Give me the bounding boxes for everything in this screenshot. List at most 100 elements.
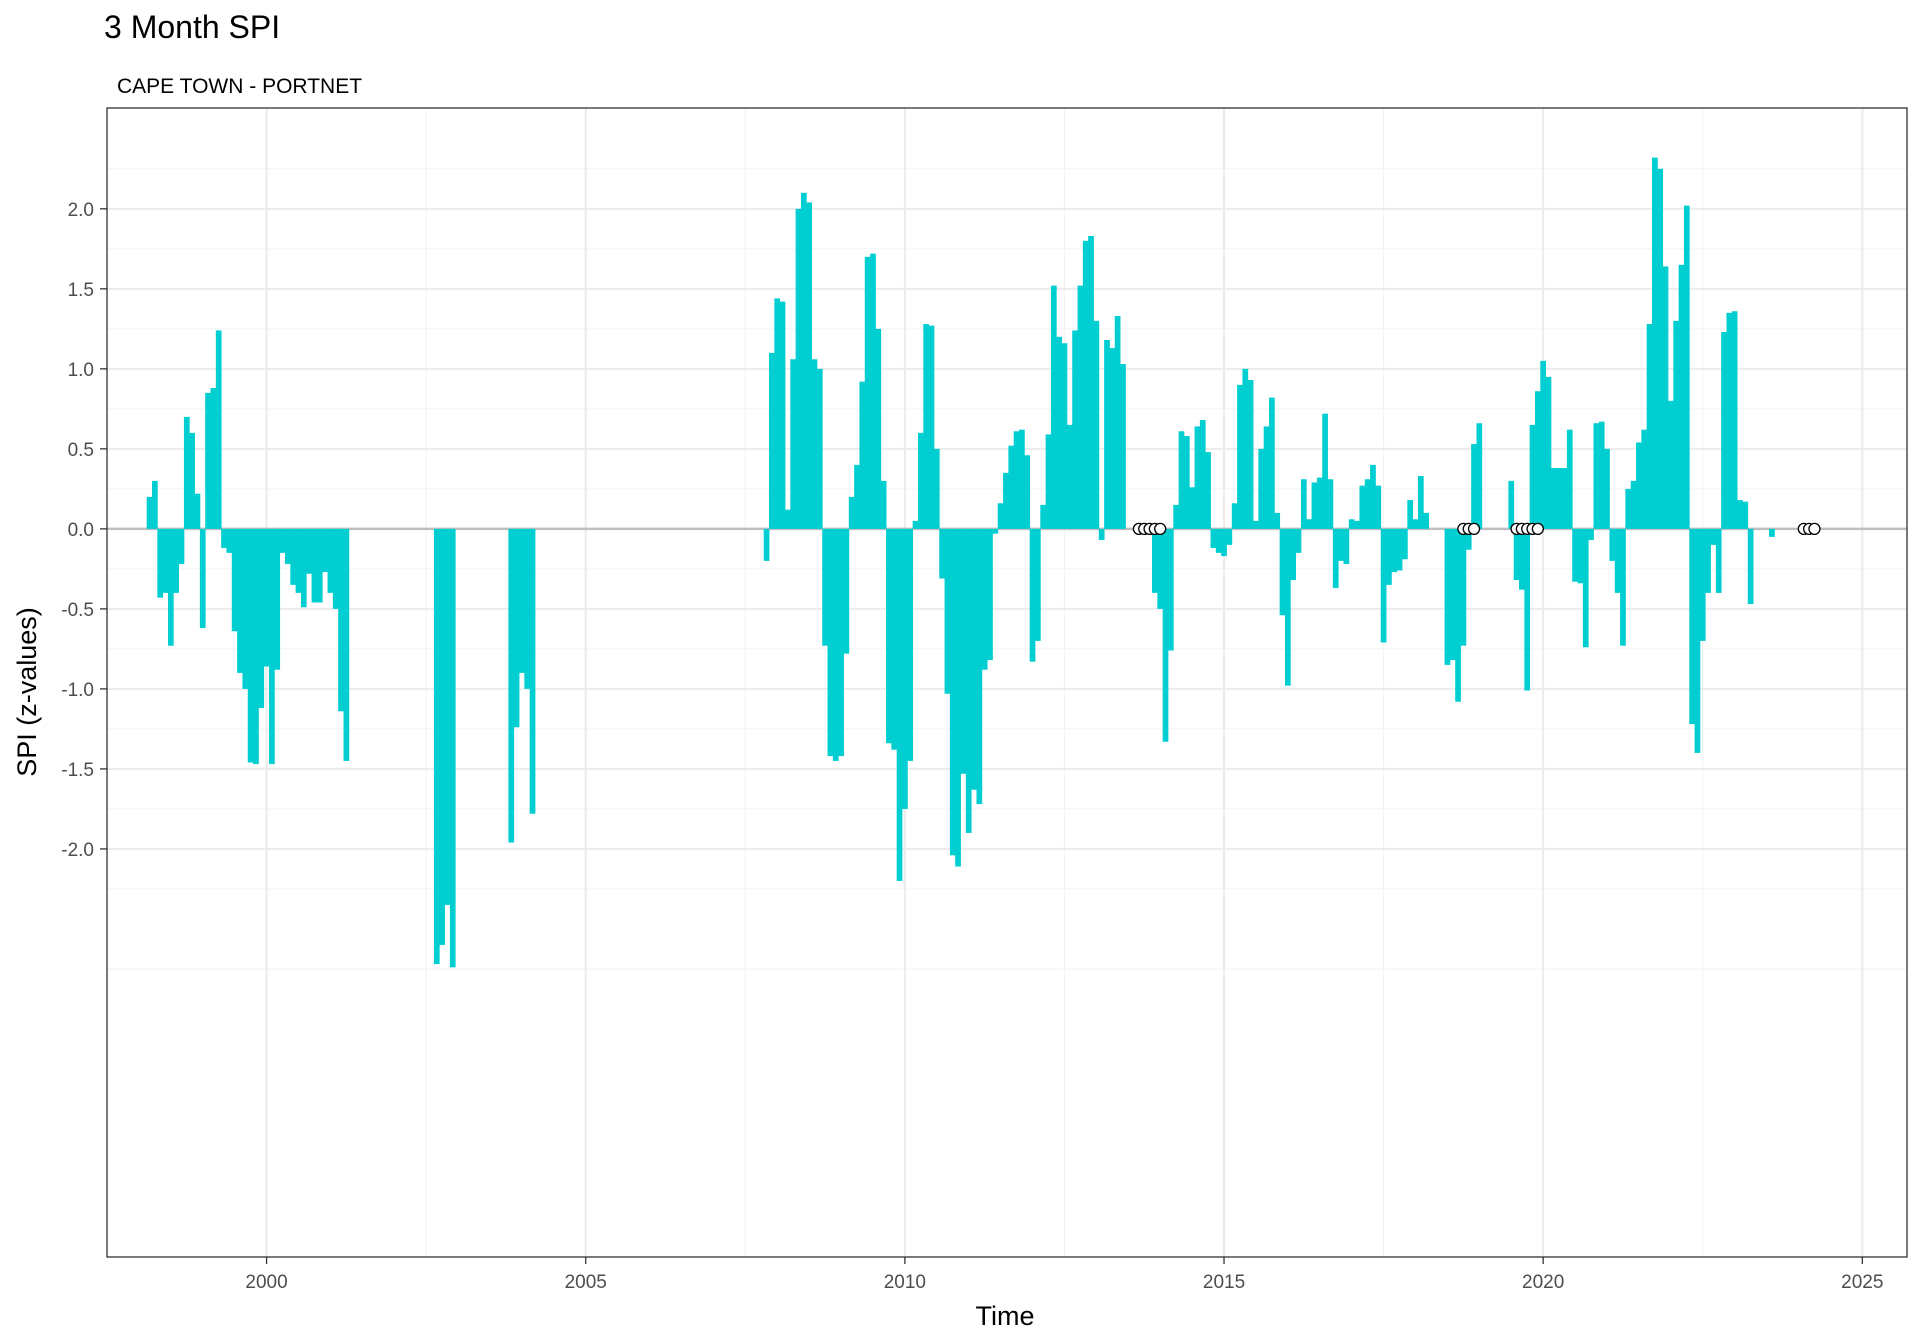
spi-bar bbox=[1034, 528, 1041, 641]
spi-bar bbox=[1370, 464, 1376, 529]
spi-bar bbox=[210, 388, 217, 529]
spi-bar bbox=[221, 528, 227, 549]
spi-bar bbox=[1008, 445, 1015, 529]
spi-bar bbox=[327, 528, 334, 593]
spi-bar bbox=[237, 528, 243, 673]
spi-bar bbox=[274, 528, 281, 670]
spi-bar bbox=[1455, 528, 1461, 702]
spi-bar bbox=[992, 528, 999, 534]
spi-bar bbox=[1577, 528, 1584, 584]
spi-bar bbox=[439, 528, 445, 945]
spi-bar bbox=[338, 528, 344, 712]
spi-bar bbox=[1157, 528, 1164, 609]
spi-bar bbox=[263, 528, 270, 667]
x-tick-label: 2015 bbox=[1203, 1272, 1245, 1293]
major-grid bbox=[107, 108, 1907, 1257]
spi-bar bbox=[1476, 423, 1483, 529]
spi-bar bbox=[524, 528, 531, 689]
spi-bar bbox=[1178, 431, 1185, 529]
spi-bar bbox=[1274, 512, 1281, 529]
spi-bar bbox=[1152, 528, 1158, 593]
y-tick-label: 0.5 bbox=[68, 440, 94, 461]
spi-bar bbox=[784, 509, 791, 529]
spi-bar bbox=[183, 416, 190, 529]
spi-bar bbox=[843, 528, 850, 654]
x-tick-label: 2005 bbox=[565, 1272, 607, 1293]
spi-bar bbox=[1588, 528, 1594, 541]
spi-bar bbox=[1316, 477, 1323, 529]
spi-bar bbox=[513, 528, 520, 728]
spi-bar bbox=[886, 528, 892, 744]
y-tick-label: -2.0 bbox=[61, 840, 94, 861]
spi-bar bbox=[1359, 485, 1366, 529]
spi-bar bbox=[1003, 472, 1009, 529]
spi-bar bbox=[917, 432, 924, 529]
spi-bar bbox=[1082, 240, 1089, 529]
spi-bar bbox=[955, 528, 961, 867]
spi-bar bbox=[1604, 448, 1610, 529]
spi-bar bbox=[231, 528, 238, 632]
spi-bar bbox=[870, 253, 876, 529]
spi-bar bbox=[1508, 480, 1515, 529]
spi-bar bbox=[1327, 479, 1334, 529]
missing-marker bbox=[1808, 522, 1821, 536]
spi-bar bbox=[1620, 528, 1626, 646]
spi-bar bbox=[1247, 380, 1254, 529]
missing-value-markers bbox=[1132, 522, 1821, 536]
x-tick-label: 2010 bbox=[884, 1272, 926, 1293]
spi-bar bbox=[247, 528, 254, 763]
spi-bar bbox=[269, 528, 275, 765]
spi-bar bbox=[1742, 501, 1749, 529]
spi-bar bbox=[838, 528, 844, 757]
spi-bar bbox=[1636, 442, 1642, 529]
spi-bar bbox=[226, 528, 233, 553]
spi-bar bbox=[1332, 528, 1339, 589]
spi-bar bbox=[1614, 528, 1621, 593]
spi-bar bbox=[1465, 528, 1472, 550]
spi-bar bbox=[902, 528, 908, 809]
spi-bar bbox=[1715, 528, 1722, 593]
missing-marker bbox=[1467, 522, 1481, 536]
spi-bar bbox=[1625, 488, 1632, 529]
spi-bar bbox=[1534, 391, 1541, 529]
spi-bar bbox=[1300, 479, 1307, 529]
spi-bar bbox=[1524, 528, 1531, 691]
spi-bar bbox=[763, 528, 770, 561]
spi-bar bbox=[1072, 330, 1078, 529]
spi-bar bbox=[284, 528, 291, 565]
spi-bar bbox=[1279, 528, 1286, 616]
spi-bar bbox=[157, 528, 164, 598]
spi-bar bbox=[981, 528, 988, 670]
spi-bar bbox=[1114, 316, 1121, 529]
spi-bar bbox=[976, 528, 983, 805]
y-tick-label: 0.0 bbox=[68, 520, 94, 541]
spi-bar bbox=[960, 528, 967, 774]
chart-title: 3 Month SPI bbox=[104, 9, 280, 45]
spi-bar bbox=[1556, 468, 1562, 529]
missing-marker bbox=[1531, 522, 1544, 536]
spi-bar bbox=[987, 528, 993, 661]
spi-bar bbox=[1019, 429, 1025, 529]
spi-bar bbox=[1550, 468, 1557, 529]
spi-bar bbox=[1354, 520, 1360, 529]
spi-bar bbox=[1061, 343, 1068, 529]
plot-panel bbox=[107, 108, 1907, 1257]
spi-bar bbox=[1747, 528, 1754, 605]
chart-subtitle: CAPE TOWN - PORTNET bbox=[117, 75, 362, 98]
spi-bar bbox=[1269, 397, 1275, 529]
spi-bar bbox=[1173, 504, 1180, 529]
spi-bar bbox=[1375, 485, 1382, 529]
spi-bar bbox=[1093, 320, 1100, 529]
spi-bar bbox=[1226, 528, 1233, 545]
spi-bar bbox=[1609, 528, 1616, 561]
spi-bar bbox=[1396, 528, 1403, 571]
spi-bar bbox=[343, 528, 350, 761]
spi-bar bbox=[811, 359, 818, 529]
spi-bar bbox=[242, 528, 249, 689]
spi-bar bbox=[1284, 528, 1291, 686]
spi-bar bbox=[1050, 285, 1057, 529]
spi-bar bbox=[923, 324, 930, 529]
spi-bar bbox=[774, 298, 781, 529]
spi-bar bbox=[1242, 368, 1249, 529]
spi-bar bbox=[1412, 519, 1419, 529]
